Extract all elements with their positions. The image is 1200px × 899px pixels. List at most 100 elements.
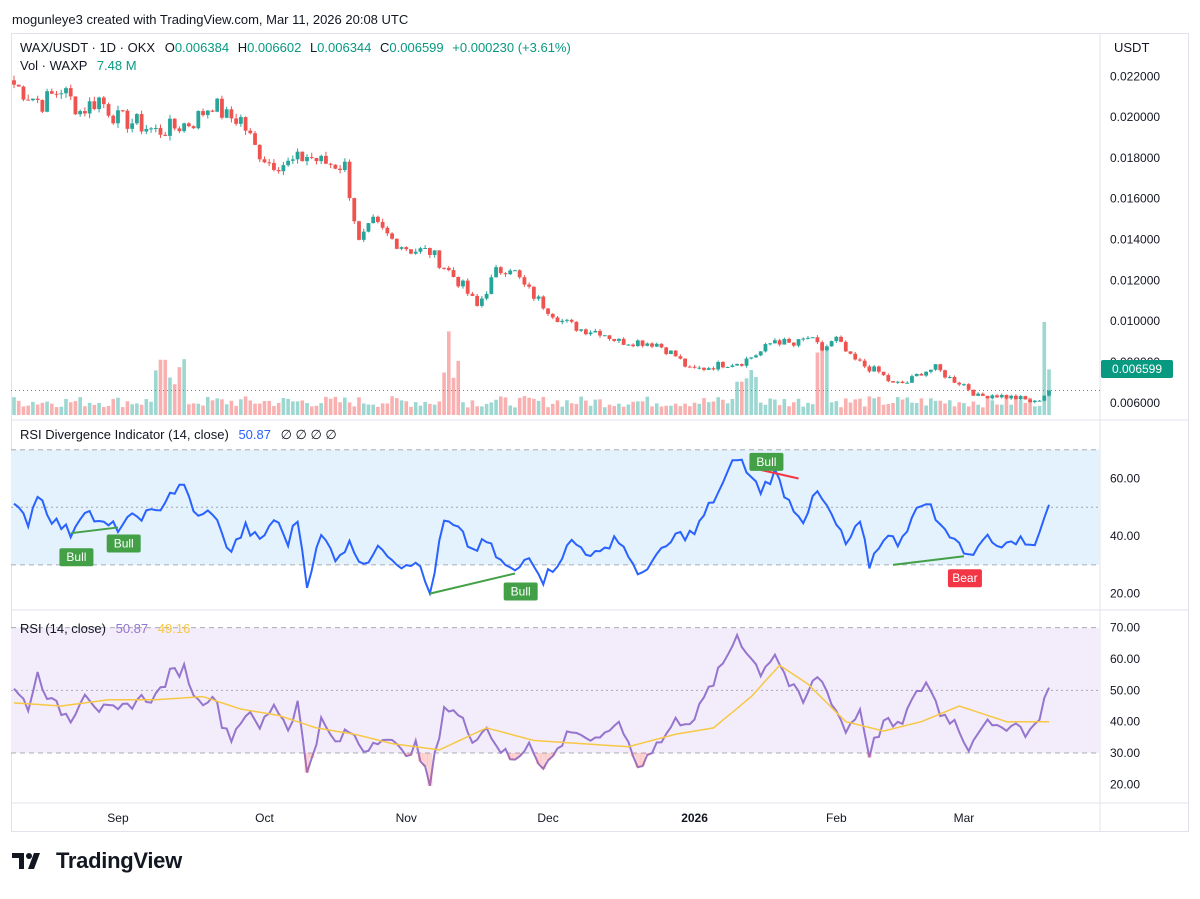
bull-label-tag [503,582,538,601]
volume-bar [309,406,314,415]
volume-bar [1018,400,1023,415]
price-tick-label: 0.018000 [1110,151,1160,165]
candle-body [744,358,749,366]
volume-bar [517,397,522,415]
volume-bar [116,397,120,415]
volume-bar [777,405,782,415]
rsi-ma-value: 49.16 [158,621,191,636]
time-tick-label: Dec [537,811,558,825]
candle-body [286,160,291,166]
volume-bar [947,400,952,415]
oversold-fill [403,753,409,757]
volume-bar [130,404,134,415]
volume-bar [390,396,394,415]
candle-body [456,276,461,287]
volume-bar [853,399,858,415]
rsi-divergence-pane[interactable]: Bull Bull Bull Bull Bear [11,449,1100,601]
volume-bar [324,396,328,415]
candle-body [82,111,87,114]
candle-body [650,343,654,347]
candle-body [527,284,532,287]
volume-bar [513,407,517,415]
volume-bar [914,403,919,415]
volume-bar [300,400,305,415]
candle-body [177,128,182,132]
rsi-pane[interactable] [11,627,1100,787]
candle-body [272,162,276,170]
candle-body [1047,390,1051,396]
tradingview-logo-icon [12,853,40,869]
rsi-tick-label: 40.00 [1110,715,1140,729]
candle-body [569,319,574,322]
volume-bar [754,377,758,415]
candle-body [905,382,910,384]
candle-body [342,161,347,171]
candle-body [659,343,664,348]
volume-bar [1042,321,1047,415]
volume-bar [791,402,796,415]
candle-body [555,317,560,323]
candle-body [68,88,73,97]
volume-bar [31,401,35,415]
candle-body [461,280,465,287]
volume-bar [40,402,45,415]
volume-bar [305,403,309,415]
volume-bar [598,399,602,415]
rsi-series-line[interactable] [13,458,1050,597]
volume-bar [409,406,413,415]
volume-bar [976,404,980,415]
volume-bar [286,398,290,415]
volume-bar [688,406,692,415]
candle-body [116,110,120,124]
volume-bar [565,400,569,415]
candle-body [92,101,97,110]
volume-bar [1028,397,1032,415]
rsi-ma-line[interactable] [13,664,1049,751]
candle-body [957,382,962,385]
rsi-tick-label: 50.00 [1110,683,1140,697]
candle-body [347,161,352,199]
candle-body [357,221,361,240]
volume-bar [924,405,928,415]
currency-label[interactable]: USDT [1114,40,1149,55]
volume-bar [617,403,621,415]
candle-body [952,376,957,383]
candle-body [640,340,645,346]
high-value: 0.006602 [247,40,301,55]
volume-bar [763,404,768,415]
candle-body [810,337,815,339]
volume-bar [480,406,484,415]
oversold-fill [427,753,433,786]
volume-bar [891,402,895,415]
tradingview-logo[interactable]: TradingView [12,848,182,874]
volume-bar [834,401,839,415]
volume-bar [546,407,550,415]
candle-body [654,343,659,347]
volume-bar [631,401,635,415]
candle-body [725,366,730,368]
candle-body [16,84,21,87]
candle-body [772,340,777,344]
candle-body [702,367,706,370]
volume-bar [952,406,957,415]
volume-bar [92,404,97,415]
rsi-series-line[interactable] [13,632,1050,787]
candle-body [243,117,248,131]
volume-bar [498,396,503,415]
candle-body [168,118,172,136]
oversold-fill [517,753,523,757]
candle-body [1032,400,1037,403]
volume-bar [153,370,158,415]
price-pane[interactable] [11,75,1100,415]
candle-body [612,338,617,341]
volume-bar [45,401,49,415]
candle-body [1009,395,1014,399]
volume-bar [787,406,791,415]
candle-body [683,358,687,367]
candle-body [976,393,981,396]
bull-divergence-line [70,526,119,535]
volume-bar [428,403,432,415]
candle-body [721,361,725,368]
volume-bar [239,399,243,415]
